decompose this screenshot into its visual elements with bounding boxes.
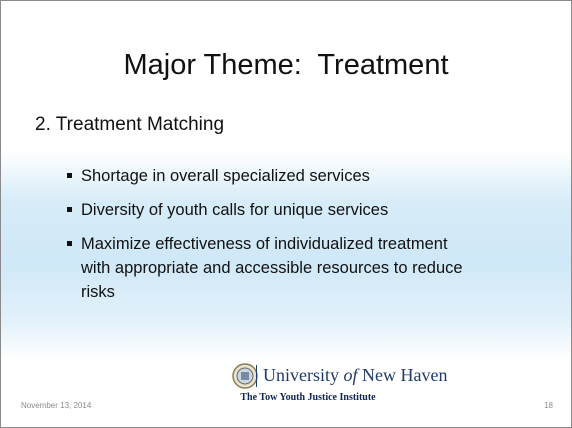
footer-date: November 13, 2014	[21, 401, 92, 410]
logo-name: University of New Haven	[263, 365, 447, 386]
slide-subtitle: 2. Treatment Matching	[35, 114, 225, 135]
logo-word: of	[343, 365, 358, 385]
seal-logo	[232, 363, 258, 389]
bullet: Maximize effectiveness of individualized…	[67, 232, 477, 304]
logo-divider	[256, 365, 257, 387]
bullet: Diversity of youth calls for unique serv…	[67, 198, 477, 222]
institute-name: The Tow Youth Justice Institute	[240, 392, 376, 403]
logo-word: University	[263, 365, 339, 385]
page-number: 18	[544, 401, 553, 410]
slide-title: Major Theme: Treatment	[123, 49, 449, 81]
logo-word: New Haven	[362, 365, 448, 385]
bullet: Shortage in overall specialized services	[67, 164, 477, 188]
bullet-list: Shortage in overall specialized services…	[67, 164, 477, 314]
